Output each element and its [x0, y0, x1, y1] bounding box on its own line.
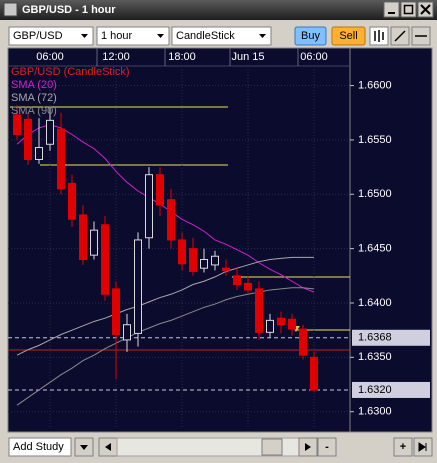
add-study-select[interactable]: [8, 437, 72, 457]
window-title: GBP/USD - 1 hour: [22, 4, 116, 16]
add-study-label: Add Study: [13, 441, 64, 453]
zoom-out-label: -: [325, 441, 329, 453]
app-icon: [3, 2, 18, 17]
period-select[interactable]: [96, 26, 170, 46]
candle-body: [266, 319, 274, 333]
maximize-icon: [403, 4, 414, 15]
x-tick-label: 06:00: [300, 51, 328, 63]
toolbar: GBP/USD 1 hour CandleStick Buy Sell: [8, 26, 431, 46]
title-bar: [0, 0, 437, 20]
dropdown-arrow: [81, 34, 88, 38]
x-tick-label: Jun 15: [231, 51, 264, 63]
sma-line: [16, 256, 314, 356]
price-label-box: [352, 329, 430, 346]
candle-body: [299, 328, 307, 356]
chart-type-select[interactable]: [171, 26, 272, 46]
drawn-levels: [8, 106, 350, 351]
candle-body: [277, 317, 285, 326]
candle-body: [35, 147, 43, 160]
y-tick-label: 1.6450: [358, 243, 392, 255]
legend-entry: SMA (20): [11, 79, 57, 91]
price-axis: [349, 47, 433, 433]
sell-label: Sell: [339, 30, 357, 42]
candle-body: [24, 118, 32, 160]
footer: Add Study - +: [8, 437, 433, 457]
dropdown-arrow: [80, 445, 88, 450]
scroll-right-icon: [305, 443, 311, 451]
sell-button[interactable]: [331, 26, 366, 46]
y-tick-label: 1.6500: [358, 188, 392, 200]
zoom-out-button[interactable]: [317, 437, 337, 457]
close-icon: [420, 4, 431, 15]
y-tick-label: 1.6300: [358, 406, 392, 418]
scrollbar-thumb[interactable]: [261, 438, 283, 456]
candle-body: [233, 275, 241, 286]
candle-body: [178, 239, 186, 265]
candle-tool-icon: [374, 30, 384, 42]
symbol-select[interactable]: [8, 26, 94, 46]
candle-body: [310, 356, 318, 391]
candle-body: [211, 255, 219, 266]
buy-label: Buy: [301, 30, 320, 42]
line-tool-icon: [394, 30, 406, 42]
maximize-button[interactable]: [400, 1, 417, 18]
candle-body: [244, 282, 252, 291]
price-label: 1.6368: [358, 332, 392, 344]
legend-entry: GBP/USD (CandleStick): [11, 66, 130, 78]
price-label-box: [352, 381, 430, 398]
candle-body: [101, 224, 109, 295]
candle-body: [57, 128, 65, 190]
candle-body: [156, 174, 164, 206]
candle-body: [90, 229, 98, 256]
legend-entry: SMA (90): [11, 105, 57, 117]
sma-line: [16, 124, 315, 293]
candle-body: [13, 114, 21, 135]
candle-body: [255, 288, 263, 333]
period-value: 1 hour: [101, 30, 133, 42]
dropdown-arrow: [259, 34, 266, 38]
scroll-end-icon: [418, 442, 427, 452]
price-label: 1.6320: [358, 384, 392, 396]
y-tick-label: 1.6600: [358, 79, 392, 91]
candle-body: [68, 182, 76, 220]
candle-body: [112, 288, 120, 336]
candle-body: [189, 248, 197, 272]
buy-button[interactable]: [294, 26, 327, 46]
zoom-in-label: +: [400, 441, 406, 453]
candle-body: [222, 267, 230, 271]
y-tick-label: 1.6550: [358, 134, 392, 146]
candle-body: [123, 324, 131, 341]
scroll-left-icon: [105, 443, 111, 451]
candle-body: [200, 259, 208, 269]
dropdown-arrow: [157, 34, 164, 38]
candle-body: [145, 174, 153, 239]
candle-body: [167, 199, 175, 241]
chart-type-value: CandleStick: [176, 30, 235, 42]
legend-entry: SMA (72): [11, 92, 57, 104]
x-tick-label: 12:00: [102, 51, 130, 63]
symbol-value: GBP/USD: [13, 30, 63, 42]
x-tick-label: 18:00: [168, 51, 196, 63]
zoom-in-button[interactable]: [393, 437, 413, 457]
time-axis-separators: [96, 48, 299, 66]
sma-line: [16, 287, 315, 406]
candle-body: [134, 239, 142, 334]
candle-body: [46, 119, 54, 145]
y-tick-label: 1.6400: [358, 297, 392, 309]
y-tick-label: 1.6350: [358, 351, 392, 363]
window-buttons: [383, 1, 434, 18]
minimize-button[interactable]: [383, 1, 400, 18]
x-tick-label: 06:00: [36, 51, 64, 63]
candle-body: [79, 214, 87, 261]
candle-body: [288, 318, 296, 330]
